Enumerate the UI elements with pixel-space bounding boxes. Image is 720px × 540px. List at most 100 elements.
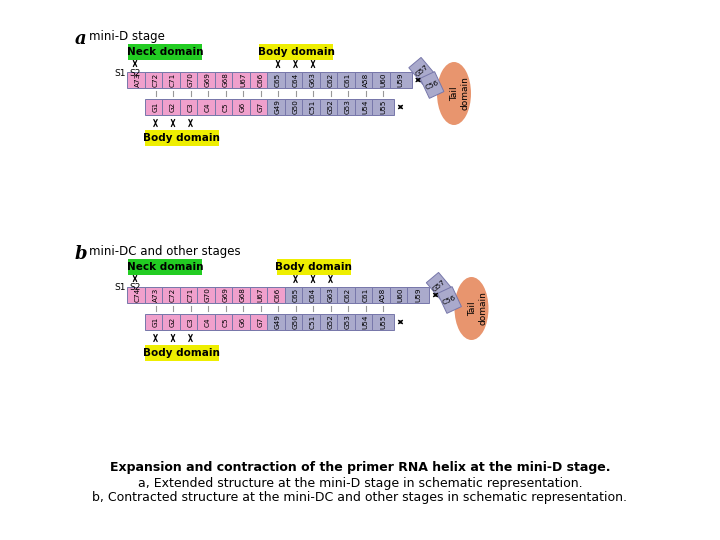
- Text: G50: G50: [292, 99, 299, 114]
- Text: Tail
domain: Tail domain: [450, 77, 469, 111]
- Bar: [267, 99, 289, 115]
- Text: U60: U60: [380, 73, 386, 87]
- Text: U55: U55: [380, 315, 386, 329]
- Text: U55: U55: [380, 100, 386, 114]
- Text: G49: G49: [275, 99, 281, 114]
- Bar: [232, 99, 254, 115]
- Text: A73: A73: [135, 73, 141, 87]
- Bar: [284, 99, 307, 115]
- Text: G52: G52: [328, 315, 333, 329]
- Bar: [197, 99, 219, 115]
- Text: G63: G63: [310, 72, 316, 87]
- Text: G7: G7: [258, 317, 264, 327]
- Text: Body domain: Body domain: [143, 348, 220, 358]
- Bar: [179, 287, 202, 303]
- Text: mini-DC and other stages: mini-DC and other stages: [89, 245, 240, 258]
- Text: U59: U59: [415, 288, 421, 302]
- Text: S1: S1: [114, 69, 126, 78]
- Text: Body domain: Body domain: [143, 133, 220, 143]
- Bar: [250, 314, 271, 330]
- FancyBboxPatch shape: [145, 345, 219, 361]
- Text: C71: C71: [187, 288, 194, 302]
- Text: G6: G6: [240, 317, 246, 327]
- Bar: [145, 287, 166, 303]
- Text: U54: U54: [362, 315, 369, 329]
- FancyBboxPatch shape: [259, 44, 333, 60]
- Text: C5: C5: [222, 102, 228, 112]
- FancyBboxPatch shape: [276, 259, 351, 275]
- Bar: [372, 314, 394, 330]
- Bar: [337, 314, 359, 330]
- Bar: [284, 287, 307, 303]
- Bar: [162, 99, 184, 115]
- Bar: [179, 314, 202, 330]
- Text: C51: C51: [310, 315, 316, 329]
- Bar: [337, 99, 359, 115]
- Text: C3: C3: [187, 317, 194, 327]
- Bar: [267, 72, 289, 88]
- Bar: [127, 287, 149, 303]
- Bar: [390, 72, 412, 88]
- Text: Neck domain: Neck domain: [127, 262, 203, 272]
- Bar: [145, 99, 166, 115]
- Text: U67: U67: [258, 288, 264, 302]
- Text: G69: G69: [205, 72, 211, 87]
- Bar: [302, 72, 324, 88]
- Text: G53: G53: [345, 315, 351, 329]
- Bar: [145, 314, 166, 330]
- FancyBboxPatch shape: [128, 44, 202, 60]
- Bar: [420, 72, 444, 98]
- Text: C4: C4: [205, 102, 211, 112]
- Bar: [162, 72, 184, 88]
- Bar: [409, 57, 435, 85]
- Bar: [250, 287, 271, 303]
- Bar: [197, 287, 219, 303]
- Text: S2: S2: [130, 69, 140, 78]
- Text: G52: G52: [328, 99, 333, 114]
- Text: U60: U60: [397, 288, 403, 302]
- Text: C66: C66: [258, 73, 264, 87]
- Text: a: a: [75, 30, 86, 48]
- Text: C72: C72: [153, 73, 158, 87]
- Text: G50: G50: [292, 315, 299, 329]
- Text: U54: U54: [362, 100, 369, 114]
- Text: C71: C71: [170, 73, 176, 87]
- Text: a, Extended structure at the mini-D stage in schematic representation.: a, Extended structure at the mini-D stag…: [138, 476, 582, 489]
- Bar: [372, 287, 394, 303]
- Text: U59: U59: [397, 73, 403, 87]
- Text: G57: G57: [415, 64, 430, 78]
- Text: Body domain: Body domain: [258, 47, 335, 57]
- Text: A58: A58: [362, 73, 369, 87]
- Text: G57: G57: [432, 279, 447, 293]
- Text: G1: G1: [153, 102, 158, 112]
- Text: b: b: [75, 245, 88, 263]
- Text: A73: A73: [153, 288, 158, 302]
- Text: G1: G1: [153, 317, 158, 327]
- Text: C74: C74: [135, 288, 141, 302]
- Bar: [179, 99, 202, 115]
- Bar: [320, 314, 341, 330]
- Text: G70: G70: [187, 72, 194, 87]
- Bar: [162, 314, 184, 330]
- Text: C56: C56: [424, 79, 440, 91]
- Text: C64: C64: [310, 288, 316, 302]
- Bar: [302, 314, 324, 330]
- Bar: [250, 99, 271, 115]
- Bar: [179, 72, 202, 88]
- Bar: [197, 72, 219, 88]
- Text: G68: G68: [240, 288, 246, 302]
- Text: C61: C61: [362, 288, 369, 302]
- Text: G2: G2: [170, 317, 176, 327]
- Ellipse shape: [454, 277, 488, 340]
- Text: G63: G63: [328, 288, 333, 302]
- Bar: [197, 314, 219, 330]
- Bar: [390, 287, 412, 303]
- Text: G69: G69: [222, 288, 228, 302]
- Bar: [215, 314, 236, 330]
- Bar: [372, 99, 394, 115]
- Bar: [250, 72, 271, 88]
- Bar: [267, 287, 289, 303]
- Text: Tail
domain: Tail domain: [468, 292, 487, 326]
- Bar: [320, 72, 341, 88]
- Bar: [302, 99, 324, 115]
